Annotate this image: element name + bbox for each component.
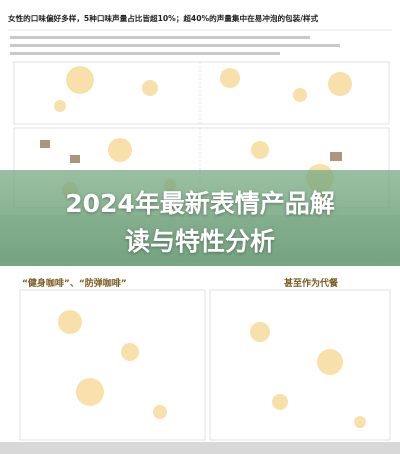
page-title: 女性的口味偏好多样，5种口味声量占比皆超10%；超40%的声量集中在易冲泡的包装… (8, 14, 319, 23)
banner-title: 读与特性分析 (124, 227, 275, 256)
title-banner: 2024年最新表情产品解 读与特性分析 (0, 170, 400, 266)
report-page: “健身咖啡”、“防弹咖啡” 甚至作为代餐 (0, 262, 400, 454)
title-part: 甚至作为代餐 (284, 279, 339, 289)
page-title: “健身咖啡”、“防弹咖啡” 甚至作为代餐 (22, 276, 338, 289)
bubble-panels (0, 289, 400, 454)
banner-title: 2024年最新表情产品解 (65, 189, 335, 218)
title-part: “健身咖啡”、“防弹咖啡” (22, 279, 127, 289)
